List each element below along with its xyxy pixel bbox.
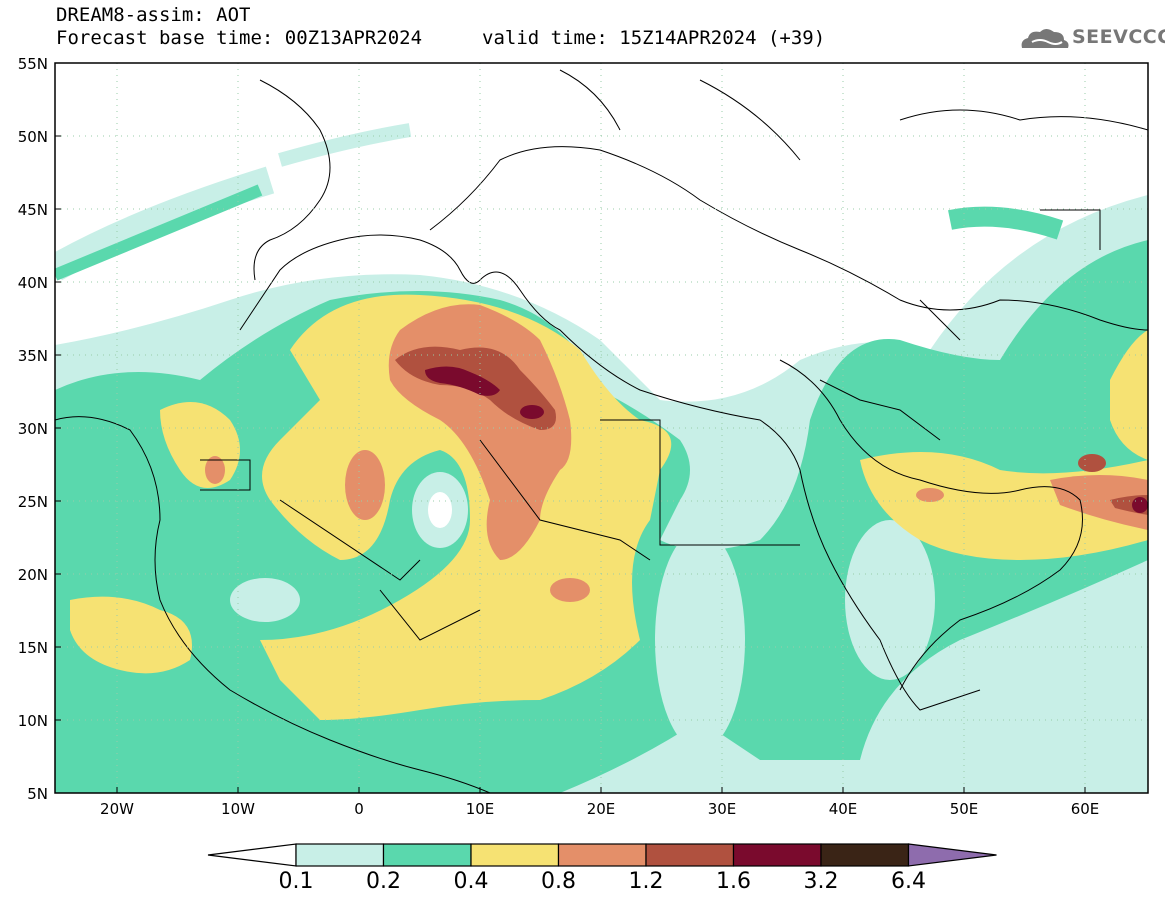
colorbar-swatch — [207, 843, 297, 867]
lat-label: 50N — [17, 128, 48, 146]
colorbar-level-label: 3.2 — [803, 869, 839, 894]
lon-label: 20E — [586, 800, 616, 818]
lat-label: 35N — [17, 347, 48, 365]
chart-title: DREAM8-assim: AOT — [56, 4, 251, 26]
aot-fields — [55, 123, 1148, 793]
colorbar-level-label: 0.1 — [278, 869, 314, 894]
lat-label: 20N — [17, 566, 48, 584]
colorbar-swatch — [470, 843, 560, 867]
lon-label: 30E — [707, 800, 737, 818]
colorbar-level-label: 0.4 — [453, 869, 489, 894]
colorbar-swatch — [820, 843, 910, 867]
colorbar-swatch — [907, 843, 997, 867]
valid-time: valid time: 15Z14APR2024 (+39) — [482, 27, 826, 49]
coastlines — [55, 69, 1148, 793]
lon-label: 10E — [465, 800, 495, 818]
lat-label: 10N — [17, 712, 48, 730]
lon-label: 0 — [354, 800, 364, 818]
lon-label: 40E — [828, 800, 858, 818]
lat-label: 40N — [17, 274, 48, 292]
lat-label: 45N — [17, 201, 48, 219]
colorbar-level-label: 0.2 — [366, 869, 401, 894]
colorbar-swatch — [295, 843, 385, 867]
colorbar-swatch — [382, 843, 472, 867]
lat-label: 30N — [17, 420, 48, 438]
lon-label: 20W — [100, 800, 134, 818]
colorbar-level-label: 0.8 — [541, 869, 576, 894]
colorbar-swatch — [645, 843, 735, 867]
lon-label: 50E — [949, 800, 979, 818]
lat-label: 55N — [17, 55, 48, 73]
colorbar-level-label: 1.2 — [628, 869, 664, 894]
lon-label: 60E — [1070, 800, 1100, 818]
lat-label: 15N — [17, 639, 48, 657]
colorbar-level-label: 6.4 — [891, 869, 926, 894]
lat-label: 5N — [27, 785, 48, 803]
grid-lines — [55, 63, 1148, 793]
colorbar-level-label: 1.6 — [716, 869, 751, 894]
colorbar-swatch — [732, 843, 822, 867]
logo-text: SEEVCCC — [1072, 26, 1165, 48]
lat-label: 25N — [17, 493, 48, 511]
cloud-logo-icon — [1021, 29, 1069, 48]
forecast-base-time: Forecast base time: 00Z13APR2024 — [56, 27, 423, 49]
lon-label: 10W — [221, 800, 255, 818]
colorbar-swatch — [557, 843, 647, 867]
axis-ticks — [55, 135, 1086, 793]
